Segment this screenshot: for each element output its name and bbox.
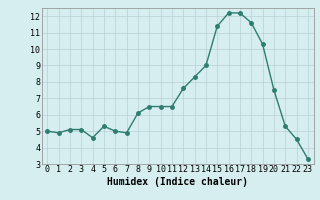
X-axis label: Humidex (Indice chaleur): Humidex (Indice chaleur) <box>107 177 248 187</box>
